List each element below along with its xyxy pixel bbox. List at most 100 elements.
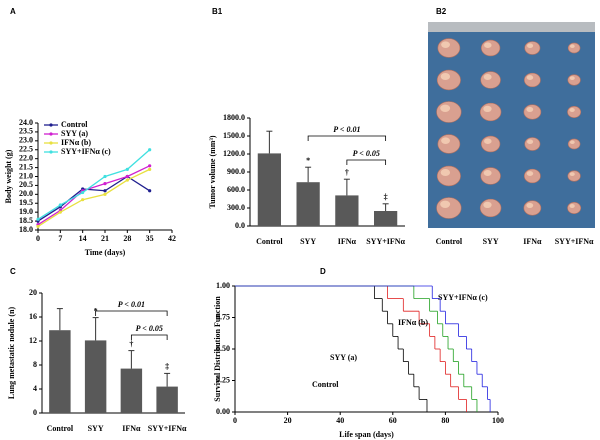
panel-label: A [10,7,16,16]
x-tick-label: 40 [336,416,344,425]
tumor [567,170,581,182]
bar [257,153,281,226]
significance-marker: † [345,168,349,177]
point [103,192,107,196]
legend-label: SYY (a) [61,129,88,138]
x-tick-label: 100 [492,416,504,425]
tumor-highlight [484,42,492,48]
tumor-highlight [441,41,450,49]
y-tick-label: 0.0 [235,221,245,230]
column-label: SYY+IFNα [555,237,594,246]
column-label: Control [436,237,463,246]
x-tick-label: SYY+IFNα [366,237,405,246]
tumor [480,71,501,89]
y-tick-label: 18.5 [19,216,33,225]
y-tick-label: 23.0 [19,136,33,145]
y-tick-label: 300.0 [227,203,245,212]
x-tick-label: IFNα [338,237,357,246]
y-tick-label: 19.0 [19,207,33,216]
legend-marker [49,141,53,145]
column-label: SYY [483,237,499,246]
y-tick-label: 1800.0 [223,113,245,122]
y-tick-label: 21.5 [19,162,33,171]
tumor [523,168,541,184]
tumor [480,39,501,57]
series-label: IFNα (b) [398,318,428,327]
tumor [524,137,541,151]
point [148,167,152,171]
point [125,167,129,171]
tumor [567,106,582,118]
x-tick-label: 35 [146,234,154,243]
point [58,210,62,214]
x-tick-label: 21 [101,234,109,243]
y-tick-label: 1500.0 [223,131,245,140]
point [81,198,85,202]
tumor-highlight [440,72,451,80]
y-tick-label: 24.0 [19,118,33,127]
x-tick-label: SYY [88,424,104,433]
series-line [37,149,151,220]
y-tick-label: 12 [29,336,37,345]
significance-marker: ‡ [384,193,388,202]
x-tick-label: SYY [300,237,316,246]
p-value: P < 0.05 [136,324,163,333]
bar [374,211,398,226]
x-tick-label: 60 [389,416,397,425]
p-value: P < 0.05 [353,149,380,158]
series-line [37,165,150,226]
tumor [437,134,461,154]
point [36,217,40,221]
significance-marker: † [129,339,133,348]
tumor-highlight [569,44,575,48]
tumor [479,198,502,218]
point [103,182,107,186]
y-tick-label: 0.75 [216,312,230,321]
y-axis-title: Tumor volume (mm³) [208,135,217,208]
y-axis-title: Lung metastatic nodule (n) [7,307,16,400]
point [58,203,62,207]
point [81,190,85,195]
tumor-highlight [440,104,451,112]
significance-marker: ‡ [165,362,169,371]
tumor [480,167,501,185]
comparison-bracket [346,159,387,165]
tumor-highlight [569,204,575,209]
x-tick-label: 28 [123,234,131,243]
panel-label: D [320,267,326,276]
p-value: P < 0.01 [333,125,360,134]
y-axis-title: Body weight (g) [4,149,13,203]
x-tick-label: Control [47,424,74,433]
x-tick-label: 7 [58,234,62,243]
x-tick-label: 80 [441,416,449,425]
y-tick-label: 20.0 [19,189,33,198]
series-label: SYY (a) [330,353,357,362]
y-tick-label: 4 [33,384,37,393]
x-tick-label: 0 [36,234,40,243]
x-axis-title: Time (days) [85,248,126,257]
y-tick-label: 8 [33,360,37,369]
y-tick-label: 20.5 [19,180,33,189]
y-tick-label: 600.0 [227,185,245,194]
legend-label: SYY+IFNα (c) [61,147,111,156]
x-tick-label: 0 [233,416,237,425]
tumor-highlight [526,106,534,112]
bar [156,386,178,413]
tumor-highlight [527,139,534,144]
bar [84,340,107,413]
tumor-highlight [526,75,534,80]
point [36,224,40,229]
tumor-highlight [569,108,575,112]
series-label: Control [312,380,339,389]
point [148,148,152,152]
series-line [37,168,150,227]
x-tick-label: Control [256,237,283,246]
tumor-highlight [484,138,492,145]
panel-label: B2 [436,7,447,16]
legend-marker [49,132,53,136]
tumor [437,38,461,58]
bar [335,195,359,226]
tumor [523,104,542,120]
tumor [479,102,502,122]
